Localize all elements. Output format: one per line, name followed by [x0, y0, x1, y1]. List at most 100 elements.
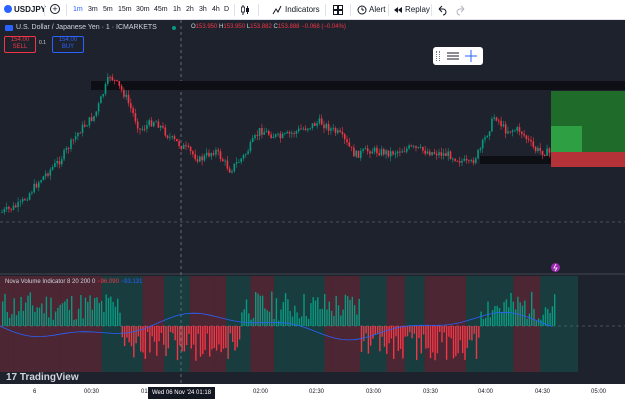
- volume-background-block: [142, 276, 164, 372]
- volume-bar-up: [31, 305, 34, 326]
- candle-body: [447, 151, 449, 157]
- lightning-icon[interactable]: [551, 263, 560, 272]
- candle-body: [463, 158, 466, 161]
- candle-body: [33, 183, 35, 193]
- volume-bar-down: [151, 326, 153, 337]
- sell-button[interactable]: 154.00 SELL: [4, 36, 36, 53]
- candle-body: [67, 148, 70, 149]
- candle-body: [470, 160, 472, 161]
- timeframe-4h[interactable]: 4h: [212, 6, 220, 13]
- candle-body: [58, 160, 61, 165]
- volume-bar-up: [252, 317, 255, 326]
- candle-body: [233, 163, 236, 172]
- candle-body: [88, 117, 91, 126]
- candle-body: [102, 94, 104, 97]
- candle-body: [272, 136, 275, 139]
- candle-body: [369, 151, 371, 154]
- candle-body: [498, 120, 500, 122]
- indicators-icon[interactable]: [272, 4, 282, 16]
- candle-body: [279, 133, 282, 139]
- divider: [258, 4, 259, 16]
- candle-body: [47, 173, 49, 176]
- volume-bar-up: [266, 310, 268, 326]
- volume-bar-up: [117, 298, 119, 326]
- volume-bar-up: [248, 313, 250, 326]
- timeframe-3m[interactable]: 3m: [88, 6, 98, 13]
- candle-body: [157, 121, 160, 128]
- volume-bar-down: [227, 326, 229, 359]
- supply-zone: [91, 81, 625, 90]
- candle-body: [452, 158, 454, 160]
- timeframe-30m[interactable]: 30m: [136, 6, 150, 13]
- candle-body: [245, 154, 247, 156]
- volume-indicator-legend[interactable]: Nova Volume Indicator 8 20 200 0 −96.090…: [5, 279, 142, 285]
- drag-handle-icon[interactable]: [436, 51, 440, 61]
- candles-icon[interactable]: [240, 4, 250, 16]
- volume-bar-up: [353, 305, 356, 326]
- timeframe-5m[interactable]: 5m: [103, 6, 113, 13]
- volume-bar-up: [514, 309, 517, 326]
- replay-button[interactable]: Replay: [405, 5, 430, 14]
- candle-body: [537, 147, 539, 152]
- volume-bar-up: [66, 298, 68, 326]
- spread-value: 0.1: [39, 40, 46, 46]
- volume-bar-up: [73, 319, 75, 326]
- candle-body: [309, 127, 311, 129]
- undo-icon[interactable]: [437, 4, 447, 16]
- volume-bar-down: [372, 326, 374, 339]
- volume-bar-down: [179, 326, 181, 346]
- timeframe-45m[interactable]: 45m: [154, 6, 168, 13]
- buy-button[interactable]: 154.00 BUY: [52, 36, 84, 53]
- candle-body: [51, 167, 54, 170]
- indicators-button[interactable]: Indicators: [285, 5, 320, 14]
- symbol-name[interactable]: USDJPY: [14, 5, 47, 14]
- volume-bar-down: [229, 326, 232, 334]
- timeframe-1h[interactable]: 1h: [173, 6, 181, 13]
- tradingview-logo-icon: 17: [6, 372, 20, 383]
- alert-icon[interactable]: [357, 4, 367, 16]
- alert-button[interactable]: Alert: [369, 5, 386, 14]
- volume-bar-down: [181, 326, 183, 352]
- floating-drawing-toolbar[interactable]: [433, 47, 483, 65]
- volume-bar-up: [508, 307, 510, 326]
- volume-bar-down: [376, 326, 379, 334]
- crosshair-icon[interactable]: [465, 50, 477, 62]
- chart-canvas[interactable]: [0, 20, 625, 384]
- volume-bar-up: [489, 317, 491, 326]
- volume-bar-up: [347, 296, 349, 326]
- candle-body: [300, 128, 302, 130]
- volume-bar-up: [351, 296, 353, 326]
- candle-body: [28, 193, 31, 200]
- timeframe-3h[interactable]: 3h: [199, 6, 207, 13]
- candle-body: [502, 124, 505, 127]
- buy-label: BUY: [61, 44, 75, 50]
- candle-body: [141, 128, 144, 130]
- timeframe-15m[interactable]: 15m: [118, 6, 132, 13]
- timeframe-d[interactable]: D: [224, 6, 230, 13]
- lines-icon[interactable]: [447, 51, 459, 61]
- volume-bar-down: [160, 326, 163, 333]
- timeframe-2h[interactable]: 2h: [186, 6, 194, 13]
- timeframe-1m[interactable]: 1m: [73, 6, 83, 13]
- candle-body: [337, 130, 339, 133]
- volume-bar-down: [206, 326, 209, 334]
- redo-icon[interactable]: [456, 4, 466, 16]
- volume-bar-down: [445, 326, 448, 360]
- chart-area[interactable]: U.S. Dollar / Japanese Yen · 1 · ICMARKE…: [0, 20, 625, 384]
- divider: [44, 4, 45, 16]
- candle-body: [263, 132, 265, 135]
- volume-bar-up: [243, 309, 245, 326]
- layout-icon[interactable]: [333, 5, 343, 15]
- candle-body: [516, 127, 518, 131]
- volume-bar-up: [314, 300, 317, 326]
- candle-body: [210, 153, 213, 157]
- plus-circle-icon[interactable]: +: [50, 4, 60, 14]
- candle-body: [123, 89, 125, 97]
- candle-body: [199, 156, 201, 162]
- volume-bar-up: [114, 306, 117, 326]
- replay-icon[interactable]: [393, 4, 403, 16]
- time-axis[interactable]: 6 00:30 01: Wed 06 Nov '24 01:18 02:00 0…: [0, 384, 625, 402]
- candle-body: [422, 146, 424, 151]
- candle-body: [445, 153, 447, 157]
- volume-bar-up: [241, 312, 243, 326]
